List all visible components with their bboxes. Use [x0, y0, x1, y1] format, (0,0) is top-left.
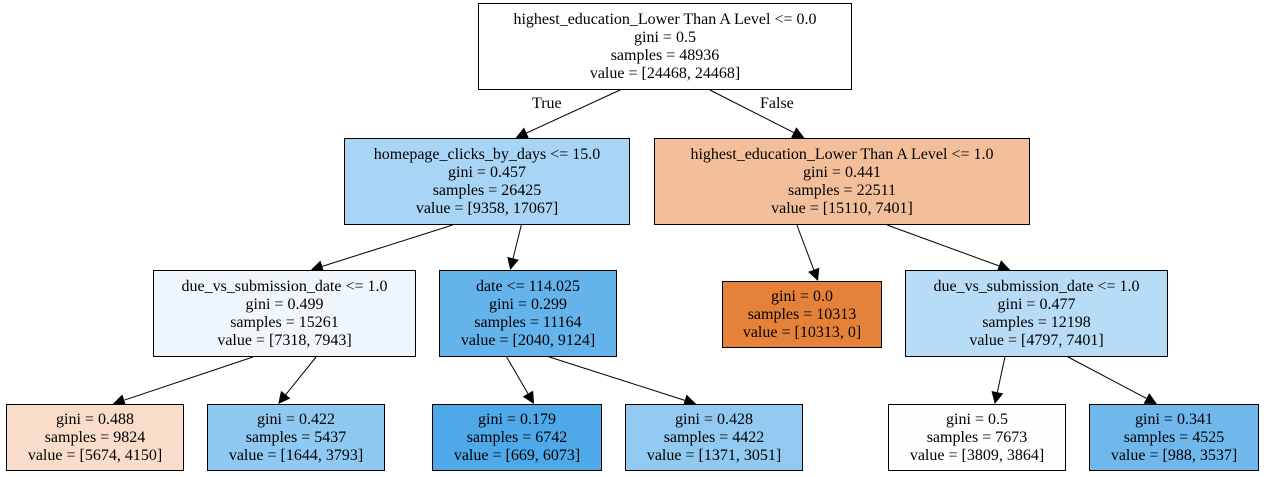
node-line: gini = 0.428: [675, 410, 753, 428]
node-line: gini = 0.488: [56, 410, 134, 428]
leaf-5: gini = 0.5 samples = 7673 value = [3809, 3…: [888, 404, 1066, 471]
node-line: value = [5674, 4150]: [27, 446, 163, 464]
node-line: value = [15110, 7401]: [771, 199, 913, 217]
leaf-1: gini = 0.488 samples = 9824 value = [5674,…: [6, 404, 184, 471]
node-line: gini = 0.341: [1135, 410, 1213, 428]
node-line: due_vs_submission_date <= 1.0: [181, 277, 388, 295]
tree-edge: [124, 356, 254, 401]
leaf-6: gini = 0.341 samples = 4525 value = [988, …: [1089, 404, 1259, 471]
edge-arrowhead: [278, 390, 291, 404]
node-line: samples = 22511: [788, 181, 896, 199]
node-line: samples = 12198: [982, 313, 1091, 331]
node-line: samples = 6742: [466, 428, 568, 446]
node-line: samples = 15261: [230, 313, 339, 331]
node-line: gini = 0.5: [946, 410, 1008, 428]
node-line: gini = 0.477: [997, 295, 1076, 313]
node-line: value = [4797, 7401]: [969, 331, 1104, 349]
node-line: gini = 0.0: [771, 287, 833, 305]
node-line: value = [1644, 3793]: [228, 446, 364, 464]
edge-arrowhead: [515, 127, 530, 139]
leaf-4: gini = 0.428 samples = 4422 value = [1371,…: [625, 404, 803, 471]
edge-arrowhead: [522, 390, 534, 404]
edge-arrowhead: [790, 127, 805, 138]
node-line: date <= 114.025: [475, 277, 581, 295]
node-line: gini = 0.299: [489, 295, 567, 313]
node-line: value = [1371, 3051]: [646, 446, 782, 464]
node-line: gini = 0.457: [448, 163, 526, 181]
node-line: gini = 0.499: [245, 295, 324, 313]
node-line: gini = 0.422: [257, 410, 335, 428]
node-line: due_vs_submission_date <= 1.0: [933, 277, 1140, 295]
tree-edge: [506, 356, 529, 394]
node-line: value = [7318, 7943]: [217, 331, 352, 349]
node-line: homepage_clicks_by_days <= 15.0: [373, 145, 601, 163]
edge-arrowhead: [310, 260, 325, 273]
tree-edge: [886, 224, 1000, 267]
node-line: samples = 10313: [747, 305, 857, 323]
leaf-3: gini = 0.179 samples = 6742 value = [669, …: [432, 404, 602, 471]
node-line: gini = 0.441: [803, 163, 881, 181]
node-root: highest_education_Lower Than A Level <= …: [478, 3, 852, 90]
node-highest-education-split: highest_education_Lower Than A Level <= …: [654, 138, 1030, 225]
node-line: highest_education_Lower Than A Level <= …: [513, 10, 817, 28]
edge-label-false: False: [760, 95, 794, 112]
node-due-vs-submission-left: due_vs_submission_date <= 1.0 gini = 0.49…: [153, 270, 416, 357]
tree-edge: [322, 224, 453, 267]
node-line: samples = 26425: [432, 181, 542, 199]
edge-arrowhead: [808, 267, 820, 281]
node-line: samples = 9824: [44, 428, 146, 446]
tree-edge: [285, 356, 317, 395]
node-line: highest_education_Lower Than A Level <= …: [690, 145, 994, 163]
tree-edge: [526, 89, 621, 134]
tree-edge: [996, 356, 1006, 393]
tree-edge: [512, 224, 522, 259]
node-line: samples = 48936: [610, 46, 720, 64]
edge-label-true: True: [532, 95, 562, 112]
node-line: value = [9358, 17067]: [415, 199, 559, 217]
node-line: samples = 7673: [926, 428, 1028, 446]
node-date-split: date <= 114.025 gini = 0.299 samples = 111…: [439, 270, 617, 357]
tree-edge: [549, 356, 685, 401]
edge-arrowhead: [112, 394, 127, 406]
leaf-2: gini = 0.422 samples = 5437 value = [1644,…: [207, 404, 385, 471]
edge-arrowhead: [996, 260, 1011, 272]
node-line: value = [988, 3537]: [1110, 446, 1238, 464]
node-homepage-clicks-split: homepage_clicks_by_days <= 15.0 gini = 0.…: [344, 138, 630, 225]
edge-arrowhead: [682, 394, 697, 407]
edge-arrowhead: [1143, 393, 1157, 404]
node-line: value = [2040, 9124]: [460, 331, 596, 349]
node-due-vs-submission-right: due_vs_submission_date <= 1.0 gini = 0.47…: [905, 270, 1168, 357]
node-line: value = [3809, 3864]: [909, 446, 1045, 464]
tree-edge: [796, 224, 815, 270]
leaf-pure-class-0: gini = 0.0 samples = 10313 value = [10313,…: [722, 281, 882, 348]
node-line: value = [10313, 0]: [742, 323, 862, 341]
node-line: gini = 0.179: [478, 410, 556, 428]
tree-edge: [1067, 356, 1147, 399]
node-line: samples = 4525: [1123, 428, 1225, 446]
node-line: samples = 11164: [474, 313, 582, 331]
node-line: value = [669, 6073]: [453, 446, 581, 464]
node-line: gini = 0.5: [634, 28, 696, 46]
tree-edge: [709, 89, 794, 134]
node-line: value = [24468, 24468]: [589, 64, 741, 82]
node-line: samples = 4422: [663, 428, 765, 446]
edge-arrowhead: [991, 391, 1004, 404]
node-line: samples = 5437: [245, 428, 347, 446]
edge-arrowhead: [507, 256, 519, 270]
